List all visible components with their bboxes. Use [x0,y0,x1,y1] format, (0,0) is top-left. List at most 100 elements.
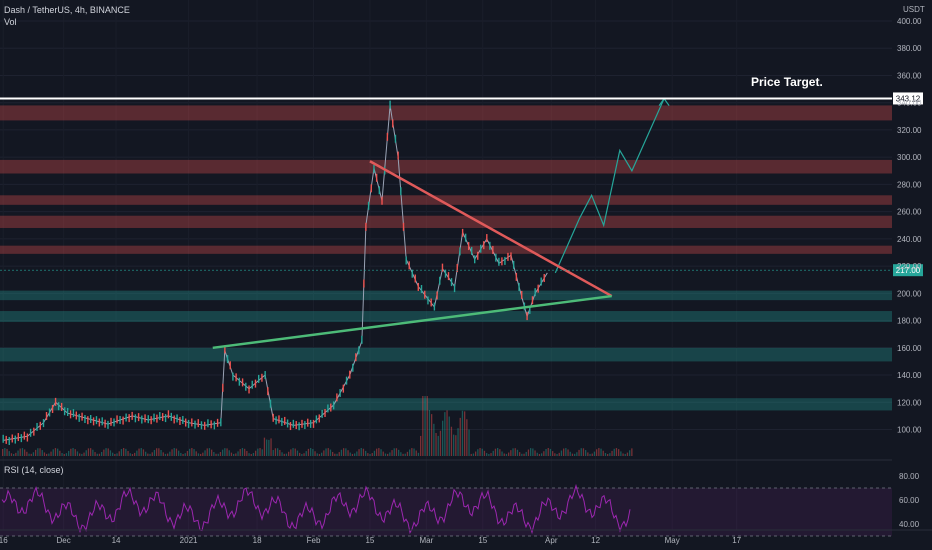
volume-bar [105,448,107,456]
price-axis-tick: 340.00 [897,99,922,108]
volume-bar [413,448,415,456]
volume-bar [596,449,598,456]
volume-bar [565,448,567,456]
time-axis-tick: Apr [545,536,558,545]
time-axis-tick: 16 [0,536,8,545]
time-axis-tick: May [665,536,680,545]
volume-bar [453,434,455,456]
time-axis-tick: 15 [365,536,374,545]
volume-bar [193,449,195,456]
volume-bar [35,449,37,456]
volume-bar [477,449,479,456]
price-axis-tick: 360.00 [897,71,922,80]
volume-bar [189,448,191,456]
volume-bar [371,453,373,456]
volume-bar [417,452,420,456]
volume-bar [340,449,343,456]
volume-bar [57,448,59,456]
volume-bar [39,448,41,456]
volume-bar [140,448,142,456]
volume-bar [285,453,288,456]
resistance-zone [0,215,892,228]
volume-bar [41,450,43,456]
volume-bar [233,453,235,456]
time-axis-tick: Dec [57,536,71,545]
volume-bar [338,452,340,456]
volume-bar [61,452,63,456]
price-axis[interactable]: 400.00 380.00 360.00 340.00 320.00 300.00 280.… [897,17,922,435]
volume-bar [76,451,79,456]
price-axis-tick: 100.00 [897,426,922,435]
volume-bar [321,452,323,456]
volume-bar [2,448,4,456]
projection-line [554,98,665,274]
volume-bar [323,450,325,456]
volume-bar [556,453,558,456]
volume-bar [470,453,472,456]
volume-bar [450,426,453,456]
volume-bar [615,448,618,456]
volume-bar [534,450,536,456]
time-axis-tick: Feb [307,536,321,545]
volume-bar [230,452,233,456]
time-axis-tick: 12 [591,536,600,545]
volume-bar [112,452,114,456]
volume-bar [521,453,523,456]
volume-bar [290,449,292,456]
time-axis-tick: 14 [112,536,121,545]
volume-bar [591,453,593,456]
volume-bar [195,451,197,456]
volume-bar [116,453,118,456]
volume-bar [288,451,290,456]
descending-resistance-trendline [369,160,613,298]
volume-bar [380,449,382,456]
volume-bar [576,452,578,456]
volume-bar [428,410,431,456]
volume-bar [246,450,248,456]
volume-bar [536,452,538,456]
volume-bar [527,449,530,456]
volume-bar [607,453,609,456]
volume-bar [283,453,285,456]
volume-bar [6,448,8,456]
volume-bar [32,452,35,456]
volume-bar [13,453,15,456]
price-axis-tick: 380.00 [897,44,922,53]
volume-bar [613,448,615,456]
volume-bar [351,453,354,456]
volume-bar [472,453,475,456]
volume-bar [178,450,180,456]
target-line: 343.12 217.00 [0,92,923,277]
volume-bar [138,448,140,456]
volume-bar [538,453,541,456]
target-price-label: 343.12 [896,94,921,103]
volume-bar [248,453,250,456]
volume-bar [435,432,437,456]
volume-bar [400,452,402,456]
volume-bar [574,453,576,456]
volume-bar [235,453,237,456]
volume-bar [567,449,569,456]
volume-bar [142,449,145,456]
volume-bar [457,428,459,456]
volume-bar [307,448,310,456]
volume-bar [59,450,61,456]
volume-bar [593,451,596,456]
volume-bar [530,448,532,456]
volume-bar [624,453,626,456]
volume-bar [151,452,153,456]
volume-bar [609,453,611,456]
volume-bar [294,448,296,456]
volume-bar [259,448,261,456]
volume-bar [21,448,24,456]
volume-bar [571,453,574,456]
rsi-label: RSI (14, close) [4,465,64,475]
time-axis[interactable]: 16 Dec 14 2021 18 Feb 15 Mar 15 Apr 12 May 17 [0,529,932,545]
volume-bar [167,453,169,456]
volume-bar [255,450,257,456]
zones [0,105,892,411]
volume-bar [123,448,125,456]
volume-bar [10,453,13,456]
volume-bar [107,448,109,456]
